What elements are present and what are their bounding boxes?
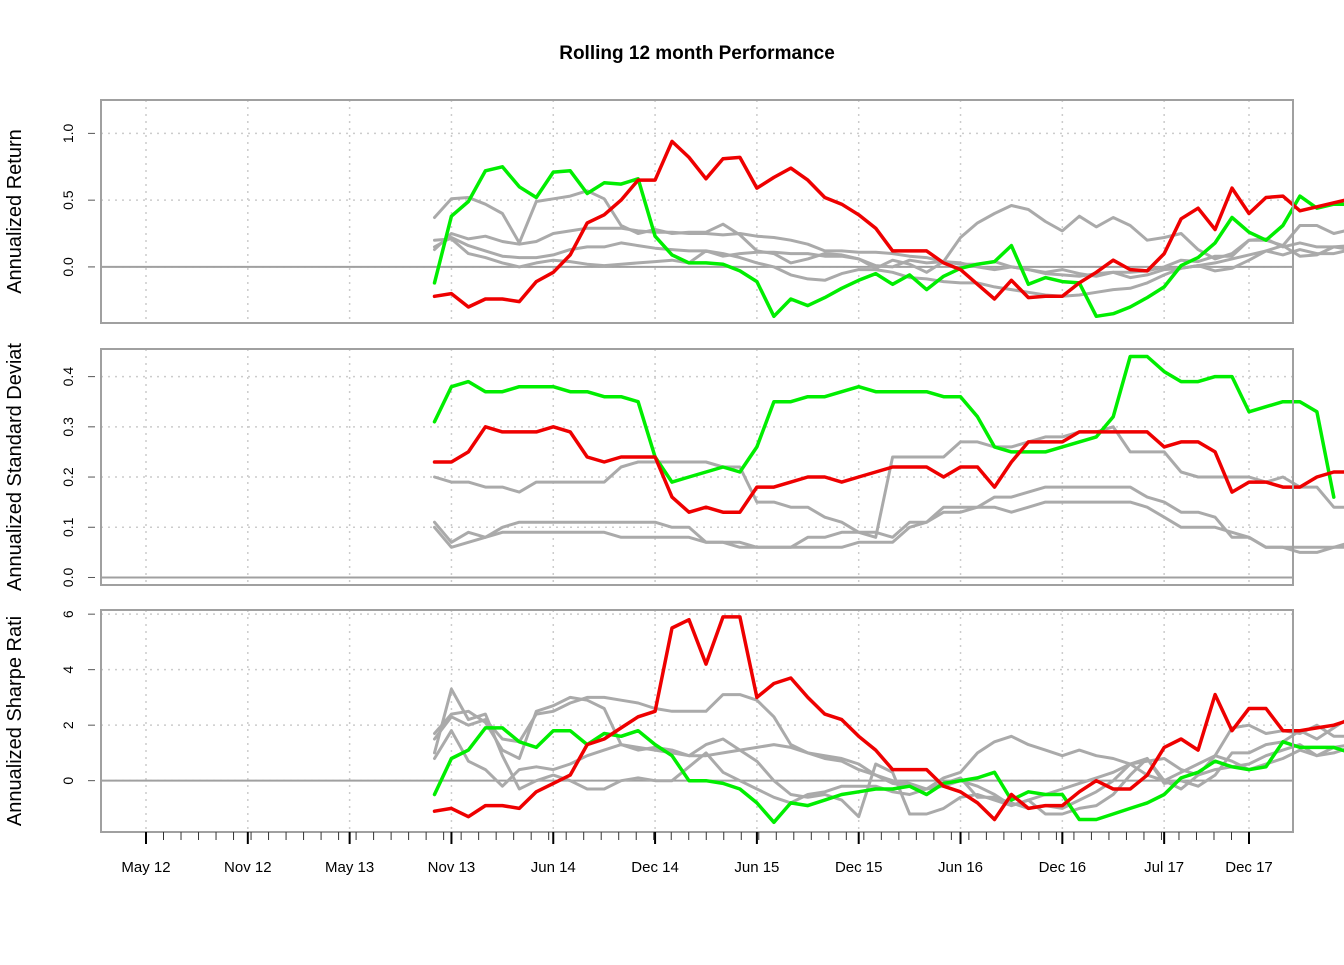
y-axis-label: Annualized Standard Deviat [4,343,26,591]
panel-1: 0.0 0.5 1.0 Annualized Return [4,100,1344,323]
x-tick-label: Nov 12 [224,859,272,876]
y-tick-label: 1.0 [60,123,76,143]
y-tick-label: 0.4 [60,367,76,387]
x-tick-label: Dec 16 [1039,859,1087,876]
chart-title: Rolling 12 month Performance [559,43,835,64]
y-tick-label: 0.2 [60,467,76,487]
series-line-other [435,502,1344,557]
series-line-other [435,487,1344,547]
y-tick-label: 4 [60,666,76,674]
x-tick-label: Jun 16 [938,859,983,876]
x-tick-label: May 12 [121,859,170,876]
x-tick-label: Nov 13 [428,859,476,876]
panel-frame [101,349,1293,585]
y-tick-label: 0.0 [60,568,76,588]
series-line-other [435,661,1344,816]
y-tick-label: 0.1 [60,517,76,537]
y-tick-label: 0.0 [60,257,76,277]
x-tick-label: Dec 14 [631,859,679,876]
x-tick-label: Dec 15 [835,859,883,876]
y-tick-label: 6 [60,610,76,618]
x-tick-label: Jun 15 [734,859,779,876]
y-tick-label: 0 [60,777,76,785]
y-tick-label: 2 [60,721,76,729]
y-axis-label: Annualized Return [4,129,26,294]
y-tick-label: 0.5 [60,190,76,210]
series-line-highlight_b [435,427,1344,512]
y-axis-label: Annualized Sharpe Rati [4,616,26,826]
series-line-highlight_a [435,167,1344,316]
panel-2: 0.0 0.1 0.2 0.3 0.4 Annualized Standard Devia… [4,343,1344,591]
x-tick-label: Dec 17 [1225,859,1273,876]
x-tick-label: Jun 14 [531,859,576,876]
x-tick-label: May 13 [325,859,374,876]
y-tick-label: 0.3 [60,417,76,437]
x-axis: May 12 Nov 12 May 13 Nov 13 Jun 14 Dec 14 Jun … [121,832,1272,876]
x-tick-label: Jul 17 [1144,859,1184,876]
panel-3: 0 2 4 6 Annualized Sharpe Rati [4,610,1344,832]
